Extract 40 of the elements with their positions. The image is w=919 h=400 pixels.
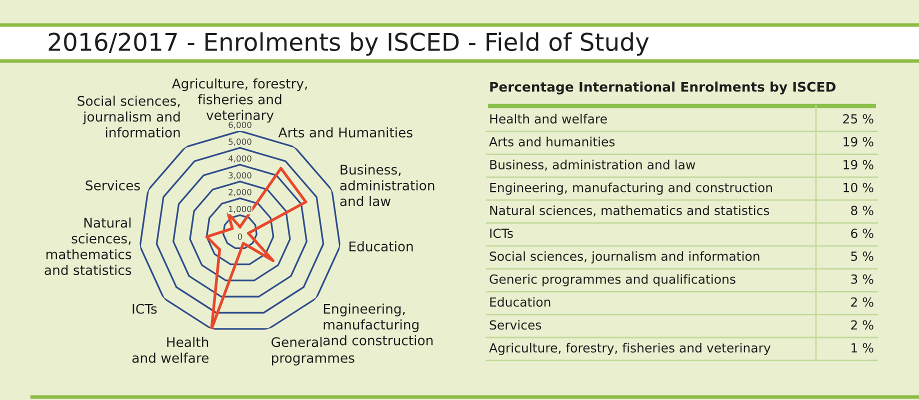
text: 3 % xyxy=(851,274,874,284)
category-label: Services xyxy=(490,320,542,330)
category-label: Business, administration and law xyxy=(490,160,696,171)
spoke-label: Natural sciences, mathematics and statistics xyxy=(44,218,132,276)
spoke-label: ICTs xyxy=(132,304,157,314)
y-tick-label: 4,000 xyxy=(228,155,252,163)
category-label: Agriculture, forestry, fisheries and veterinary xyxy=(489,342,770,355)
y-tick-label: 5,000 xyxy=(228,138,252,146)
text: 19 % xyxy=(844,160,874,170)
spoke-label: Services xyxy=(86,180,140,190)
category-label: Arts and humanities xyxy=(489,136,615,146)
y-tick-label: 0 xyxy=(238,234,242,240)
category-label: Education xyxy=(490,297,550,307)
y-tick-label: 6,000 xyxy=(228,122,252,129)
text: 10 % xyxy=(844,182,874,192)
spoke-label: Business, administration and law xyxy=(340,164,434,206)
text: 1 % xyxy=(852,343,874,353)
category-label: Social sciences, journalism and information xyxy=(490,251,760,264)
text: 25 % xyxy=(843,114,874,124)
spoke-label: Arts and Humanities xyxy=(278,127,412,138)
spoke-label: Social sciences, journalism and information xyxy=(78,96,180,138)
text: Percentage International Enrolments by ISCED xyxy=(490,82,836,94)
category-label: ICTs xyxy=(490,228,513,238)
y-tick-label: 2,000 xyxy=(228,189,252,196)
text: 2 % xyxy=(851,320,874,330)
spoke-label: Education xyxy=(350,241,413,252)
text: 5 % xyxy=(851,252,874,261)
category-label: Generic programmes and qualifications xyxy=(490,274,736,286)
y-tick-label: 3,000 xyxy=(228,172,252,180)
category-label: Health and welfare xyxy=(490,114,607,124)
category-label: Natural sciences, mathematics and statistics xyxy=(490,206,770,216)
chart-title: 2016/2017 - Enrolments by ISCED - Field of Study xyxy=(48,32,649,56)
text: 6 % xyxy=(851,228,874,238)
spoke-label: Health and welfare xyxy=(132,336,208,363)
y-tick-label: 1,000 xyxy=(228,206,252,214)
category-label: Engineering, manufacturing and construction xyxy=(490,182,772,195)
text: 8 % xyxy=(851,206,874,216)
text: 2 % xyxy=(851,297,874,307)
text: 19 % xyxy=(844,137,874,146)
spoke-label: Engineering, manufacturing and construction xyxy=(323,304,433,346)
